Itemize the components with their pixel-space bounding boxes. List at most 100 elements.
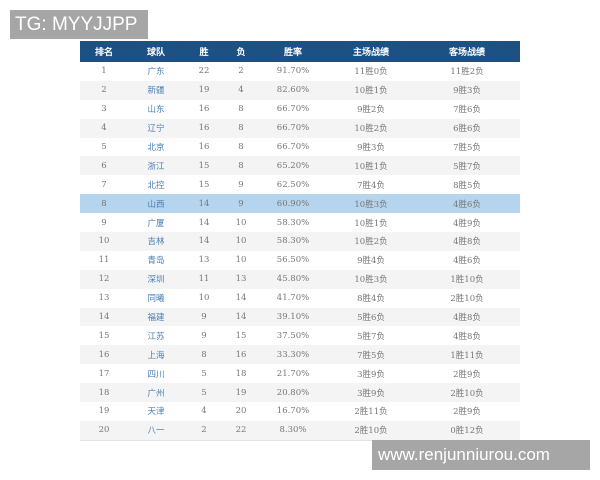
cell-rank: 19 xyxy=(98,406,110,417)
cell-team[interactable]: 山东 xyxy=(147,105,165,116)
cell-team[interactable]: 同曦 xyxy=(147,294,165,305)
cell-losses: 2 xyxy=(238,66,244,77)
cell-rank: 15 xyxy=(98,330,110,341)
cell-away-record: 4胜8负 xyxy=(453,237,481,248)
cell-wins: 22 xyxy=(198,66,210,77)
table-row: 16 上海 8 16 33.30% 7胜5负 1胜11负 xyxy=(80,345,520,365)
cell-team[interactable]: 福建 xyxy=(147,313,165,324)
cell-away-record: 2胜9负 xyxy=(453,407,481,418)
cell-team[interactable]: 吉林 xyxy=(147,237,165,248)
cell-away-record: 4胜6负 xyxy=(453,256,481,267)
cell-team[interactable]: 新疆 xyxy=(147,86,165,97)
cell-win-rate: 66.70% xyxy=(276,104,310,115)
table-row: 20 八一 2 22 8.30% 2胜10负 0胜12负 xyxy=(80,420,520,441)
cell-team[interactable]: 天津 xyxy=(147,407,165,418)
cell-rank: 12 xyxy=(98,274,110,285)
cell-wins: 16 xyxy=(198,104,210,115)
cell-home-record: 9胜3负 xyxy=(357,143,385,153)
cell-rank: 6 xyxy=(101,160,107,171)
table-row: 4 辽宁 16 8 66.70% 10胜2负 6胜6负 xyxy=(80,118,520,138)
cell-rank: 16 xyxy=(98,349,110,360)
cell-win-rate: 8.30% xyxy=(258,420,328,441)
cell-wins: 13 xyxy=(198,255,210,266)
table-row: 8 山西 14 9 60.90% 10胜3负 4胜6负 xyxy=(80,194,520,214)
cell-away-record: 4胜8负 xyxy=(453,313,481,324)
table-row: 1 广东 22 2 91.70% 11胜0负 11胜2负 xyxy=(80,62,520,81)
cell-win-rate: 41.70% xyxy=(276,293,310,304)
table-row: 11 青岛 13 10 56.50% 9胜4负 4胜6负 xyxy=(80,251,520,270)
cell-losses: 20 xyxy=(235,406,247,417)
cell-win-rate: 60.90% xyxy=(276,198,310,209)
cell-away-record: 6胜6负 xyxy=(453,124,481,135)
header-home-record: 主场战绩 xyxy=(328,41,414,62)
table-row: 9 广厦 14 10 58.30% 10胜1负 4胜9负 xyxy=(80,213,520,232)
cell-home-record: 5胜6负 xyxy=(357,313,385,324)
cell-team[interactable]: 深圳 xyxy=(147,275,165,286)
cell-home-record: 10胜2负 xyxy=(354,124,388,135)
cell-team[interactable]: 北控 xyxy=(147,180,165,191)
cell-home-record: 2胜11负 xyxy=(354,407,388,418)
cell-win-rate: 56.50% xyxy=(276,255,310,266)
cell-team[interactable]: 四川 xyxy=(147,369,165,380)
cell-rank: 9 xyxy=(101,217,107,228)
cell-team[interactable]: 上海 xyxy=(147,350,165,361)
cell-team[interactable]: 北京 xyxy=(147,143,165,153)
cell-losses: 14 xyxy=(235,293,247,304)
cell-win-rate: 37.50% xyxy=(276,330,310,341)
cell-team[interactable]: 浙江 xyxy=(147,161,165,172)
cell-wins: 14 xyxy=(198,236,210,247)
cell-home-record: 3胜9负 xyxy=(357,369,385,380)
cell-team[interactable]: 广厦 xyxy=(147,218,165,229)
cell-away-record: 2胜9负 xyxy=(453,369,481,380)
cell-rank: 1 xyxy=(101,66,107,77)
table-row: 19 天津 4 20 16.70% 2胜11负 2胜9负 xyxy=(80,402,520,421)
cell-losses: 15 xyxy=(235,330,247,341)
cell-win-rate: 91.70% xyxy=(276,66,310,77)
cell-team[interactable]: 辽宁 xyxy=(147,124,165,135)
cell-team[interactable]: 江苏 xyxy=(147,331,165,342)
cell-team[interactable]: 八一 xyxy=(128,420,184,441)
cell-wins: 15 xyxy=(198,179,210,190)
cell-home-record: 10胜1负 xyxy=(354,86,388,97)
cell-win-rate: 16.70% xyxy=(276,406,310,417)
cell-away-record: 1胜11负 xyxy=(450,350,484,361)
cell-losses: 10 xyxy=(235,255,247,266)
cell-away-record: 2胜10负 xyxy=(450,294,484,305)
cell-away-record: 1胜10负 xyxy=(450,275,484,286)
header-win-rate: 胜率 xyxy=(258,41,328,62)
cell-home-record: 10胜3负 xyxy=(354,199,388,210)
cell-team[interactable]: 青岛 xyxy=(147,256,165,267)
cell-home-record: 10胜1负 xyxy=(354,218,388,229)
cell-home-record: 9胜2负 xyxy=(357,105,385,116)
cell-home-record: 3胜9负 xyxy=(357,388,385,399)
cell-win-rate: 45.80% xyxy=(276,274,310,285)
cell-losses: 8 xyxy=(238,142,244,152)
cell-losses: 8 xyxy=(238,160,244,171)
cell-rank: 17 xyxy=(98,368,110,379)
header-wins: 胜 xyxy=(184,41,224,62)
cell-wins: 9 xyxy=(201,312,207,323)
cell-team[interactable]: 山西 xyxy=(147,199,165,210)
cell-team[interactable]: 广东 xyxy=(147,67,165,78)
cell-rank: 4 xyxy=(101,123,107,134)
cell-away-record: 4胜6负 xyxy=(453,199,481,210)
header-losses: 负 xyxy=(224,41,258,62)
cell-rank: 18 xyxy=(98,387,110,398)
table-row: 13 同曦 10 14 41.70% 8胜4负 2胜10负 xyxy=(80,289,520,308)
cell-home-record: 10胜2负 xyxy=(354,237,388,248)
cell-wins: 5 xyxy=(201,387,207,398)
header-team: 球队 xyxy=(128,41,184,62)
cell-team[interactable]: 广州 xyxy=(147,388,165,399)
cell-wins: 16 xyxy=(198,142,210,152)
cell-wins: 19 xyxy=(198,85,210,96)
table-row: 6 浙江 15 8 65.20% 10胜1负 5胜7负 xyxy=(80,156,520,176)
cell-wins: 2 xyxy=(184,420,224,441)
cell-wins: 4 xyxy=(201,406,207,417)
cell-away-record: 2胜10负 xyxy=(450,388,484,399)
cell-losses: 19 xyxy=(235,387,247,398)
cell-rank: 5 xyxy=(101,142,107,152)
cell-win-rate: 58.30% xyxy=(276,217,310,228)
cell-wins: 15 xyxy=(198,160,210,171)
cell-home-record: 7胜5负 xyxy=(357,350,385,361)
table-row: 14 福建 9 14 39.10% 5胜6负 4胜8负 xyxy=(80,307,520,327)
